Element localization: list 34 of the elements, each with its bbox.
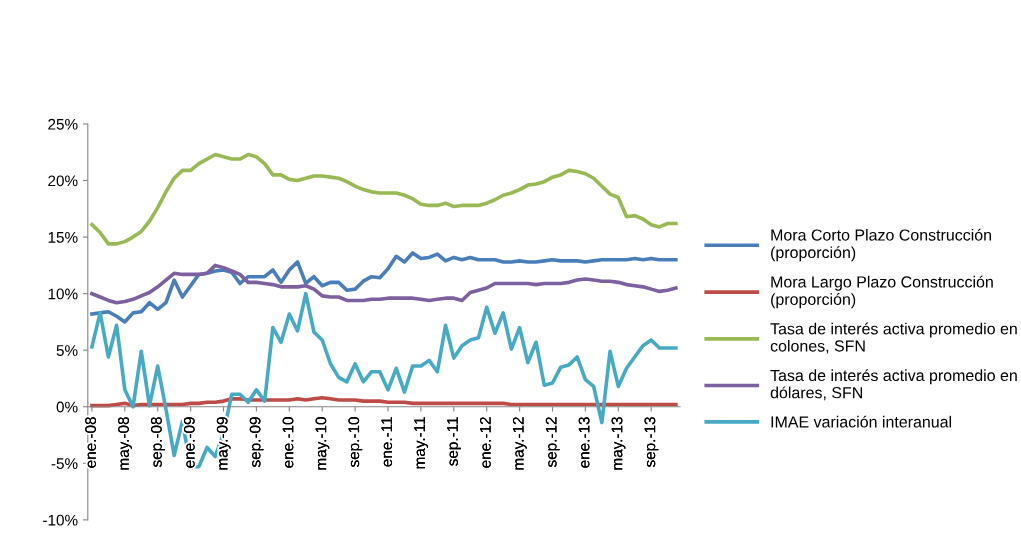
y-tick-label: -10%	[43, 514, 78, 526]
legend-label: Mora Largo Plazo Construcción (proporción)	[771, 275, 993, 309]
x-tick-label: sep.-11	[447, 417, 461, 466]
x-tick-label: ene.-13	[578, 417, 590, 468]
y-tick-label: -5%	[51, 458, 78, 469]
line-series	[90, 152, 678, 246]
x-tick-label: ene.-11	[381, 417, 393, 467]
x-tick-label: sep.-13	[644, 417, 659, 467]
legend-label: Tasa de interés activa promedio en dólares, SFN	[770, 369, 1017, 401]
legend-label: Mora Corto Plazo Construcción (proporción)	[771, 228, 991, 262]
y-tick-label: 25%	[48, 118, 78, 130]
x-tick-label: ene.-12	[479, 417, 491, 468]
x-tick-label: may.-10	[315, 417, 330, 470]
y-tick-label: 5%	[56, 345, 78, 356]
y-tick-label: 0%	[56, 401, 78, 413]
x-tick-label: sep.-08	[151, 417, 165, 467]
x-tick-label: may.-09	[216, 417, 231, 470]
x-tick-label: ene.-08	[85, 417, 97, 468]
x-tick-label: sep.-09	[249, 417, 264, 467]
legend-label: IMAE variación interanual	[771, 415, 952, 428]
x-tick-label: may.-08	[118, 417, 132, 470]
x-tick-label: may.-12	[512, 417, 527, 470]
line-series	[90, 251, 678, 324]
x-tick-label: ene.-10	[282, 417, 294, 468]
x-tick-label: may.-13	[611, 417, 626, 470]
x-tick-label: sep.-12	[545, 417, 560, 467]
line-series	[90, 263, 678, 305]
x-tick-label: may.-11	[414, 417, 429, 469]
y-tick-label: 15%	[48, 232, 78, 243]
x-tick-label: sep.-10	[348, 417, 363, 467]
legend-label: Tasa de interés activa promedio en colones, SFN	[770, 322, 1017, 354]
x-tick-label: ene.-09	[183, 417, 195, 468]
y-tick-label: 20%	[48, 175, 78, 187]
y-tick-label: 10%	[48, 288, 78, 300]
